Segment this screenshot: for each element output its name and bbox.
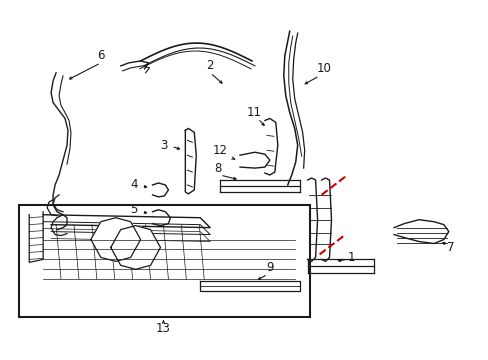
- Text: 1: 1: [347, 251, 354, 264]
- Text: 10: 10: [316, 62, 331, 75]
- Bar: [19, 205, 309, 317]
- Text: 5: 5: [130, 203, 137, 216]
- Text: 6: 6: [97, 49, 104, 63]
- Text: 4: 4: [130, 179, 137, 192]
- Text: 12: 12: [212, 144, 227, 157]
- Text: 11: 11: [246, 106, 261, 119]
- Text: 13: 13: [156, 322, 170, 336]
- Text: 9: 9: [265, 261, 273, 274]
- Text: 8: 8: [214, 162, 222, 175]
- Text: 3: 3: [160, 139, 167, 152]
- Polygon shape: [91, 218, 141, 261]
- Polygon shape: [111, 226, 160, 269]
- Text: 7: 7: [446, 241, 454, 254]
- Text: 2: 2: [206, 59, 214, 72]
